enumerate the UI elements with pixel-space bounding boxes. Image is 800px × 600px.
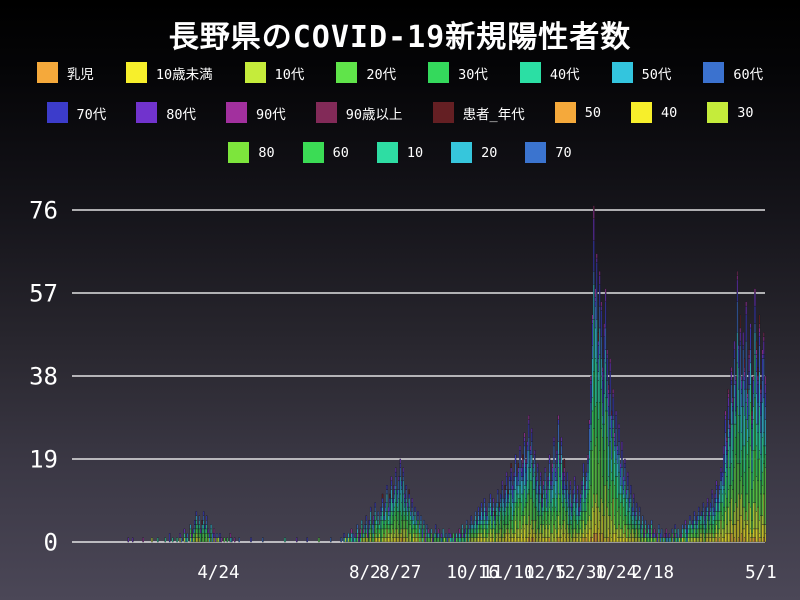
legend-label: 40代 bbox=[549, 66, 580, 83]
legend-swatch bbox=[703, 62, 725, 83]
legend-swatch bbox=[244, 62, 266, 83]
legend-label: 患者_年代 bbox=[462, 106, 525, 123]
legend-swatch bbox=[302, 142, 324, 163]
legend-swatch bbox=[36, 62, 58, 83]
legend-swatch bbox=[428, 62, 450, 83]
stacked-bars bbox=[127, 205, 767, 543]
legend-label: 10歳未満 bbox=[155, 66, 213, 83]
legend-label: 乳児 bbox=[66, 66, 94, 83]
svg-text:19: 19 bbox=[29, 446, 58, 474]
legend-swatch bbox=[451, 142, 473, 163]
legend-item: 70代 bbox=[46, 102, 107, 123]
svg-text:11/10: 11/10 bbox=[482, 563, 535, 583]
legend-label: 40 bbox=[660, 104, 678, 121]
legend-swatch bbox=[315, 102, 337, 123]
legend-item: 10代 bbox=[244, 62, 305, 83]
legend-item: 80 bbox=[228, 142, 275, 163]
legend-item: 50 bbox=[554, 102, 601, 123]
legend-item: 60 bbox=[302, 142, 349, 163]
y-gridlines bbox=[72, 209, 765, 543]
legend-label: 80 bbox=[258, 144, 275, 161]
legend-swatch bbox=[432, 102, 454, 123]
legend-item: 70 bbox=[525, 142, 572, 163]
legend-label: 20 bbox=[481, 144, 498, 161]
legend-swatch bbox=[376, 142, 398, 163]
legend-label: 50 bbox=[584, 104, 601, 121]
legend-label: 30 bbox=[737, 104, 754, 121]
svg-text:10/16: 10/16 bbox=[446, 563, 499, 583]
svg-text:38: 38 bbox=[29, 363, 58, 391]
legend-item: 50代 bbox=[611, 62, 672, 83]
legend-item: 患者_年代 bbox=[432, 102, 525, 123]
legend-label: 60 bbox=[332, 144, 349, 161]
legend-item: 20代 bbox=[336, 62, 396, 83]
svg-text:8/27: 8/27 bbox=[379, 563, 421, 583]
legend-item: 40 bbox=[630, 102, 678, 123]
legend-swatch bbox=[125, 62, 147, 83]
legend-swatch bbox=[554, 102, 576, 123]
svg-text:12/30: 12/30 bbox=[554, 563, 607, 583]
legend-item: 乳児 bbox=[36, 62, 94, 83]
legend-swatch bbox=[226, 102, 248, 123]
legend-item: 30 bbox=[707, 102, 754, 123]
legend-item: 60代 bbox=[703, 62, 763, 83]
legend-label: 80代 bbox=[166, 106, 197, 123]
svg-text:0: 0 bbox=[44, 529, 58, 557]
legend-swatch bbox=[228, 142, 250, 163]
legend-label: 10 bbox=[406, 144, 424, 161]
svg-text:57: 57 bbox=[29, 280, 58, 308]
legend-label: 20代 bbox=[366, 66, 397, 83]
legend-item: 90代 bbox=[226, 102, 286, 123]
legend-label: 90代 bbox=[256, 106, 286, 123]
legend-swatch bbox=[336, 62, 358, 83]
legend-swatch bbox=[136, 102, 158, 123]
svg-text:5/1: 5/1 bbox=[745, 563, 777, 583]
legend-row-3: 80 60 10 20 70 bbox=[0, 142, 800, 163]
legend-item: 10歳未満 bbox=[125, 62, 213, 83]
legend-label: 60代 bbox=[733, 66, 764, 83]
legend-label: 30代 bbox=[458, 66, 488, 83]
legend-row-2: 70代 80代 90代 90歳以上 患者_年代 50 40 30 bbox=[0, 102, 800, 123]
legend-swatch bbox=[519, 62, 541, 83]
legend-item: 10 bbox=[376, 142, 424, 163]
legend-label: 50代 bbox=[641, 66, 672, 83]
legend-item: 40代 bbox=[519, 62, 580, 83]
legend-swatch bbox=[46, 102, 68, 123]
svg-text:4/24: 4/24 bbox=[197, 563, 239, 583]
legend-label: 10代 bbox=[274, 66, 305, 83]
y-tick-labels: 0 19 38 57 76 bbox=[29, 197, 58, 557]
chart-title: 長野県のCOVID-19新規陽性者数 bbox=[168, 20, 632, 55]
legend-item: 80代 bbox=[136, 102, 196, 123]
legend-label: 90歳以上 bbox=[345, 106, 403, 123]
svg-text:12/5: 12/5 bbox=[524, 563, 566, 583]
legend-label: 70代 bbox=[76, 106, 107, 123]
legend-swatch bbox=[707, 102, 729, 123]
svg-text:76: 76 bbox=[29, 197, 58, 225]
legend-item: 30代 bbox=[428, 62, 488, 83]
legend-swatch bbox=[611, 62, 633, 83]
legend-item: 90歳以上 bbox=[315, 102, 403, 123]
legend-label: 70 bbox=[555, 144, 572, 161]
legend-swatch bbox=[630, 102, 652, 123]
svg-text:8/2: 8/2 bbox=[349, 563, 381, 583]
legend-row-1: 乳児 10歳未満 10代 20代 30代 40代 50代 60代 bbox=[0, 62, 800, 83]
svg-text:1/24: 1/24 bbox=[595, 563, 637, 583]
legend-item: 20 bbox=[451, 142, 497, 163]
svg-text:2/18: 2/18 bbox=[632, 563, 674, 583]
legend-swatch bbox=[525, 142, 547, 163]
